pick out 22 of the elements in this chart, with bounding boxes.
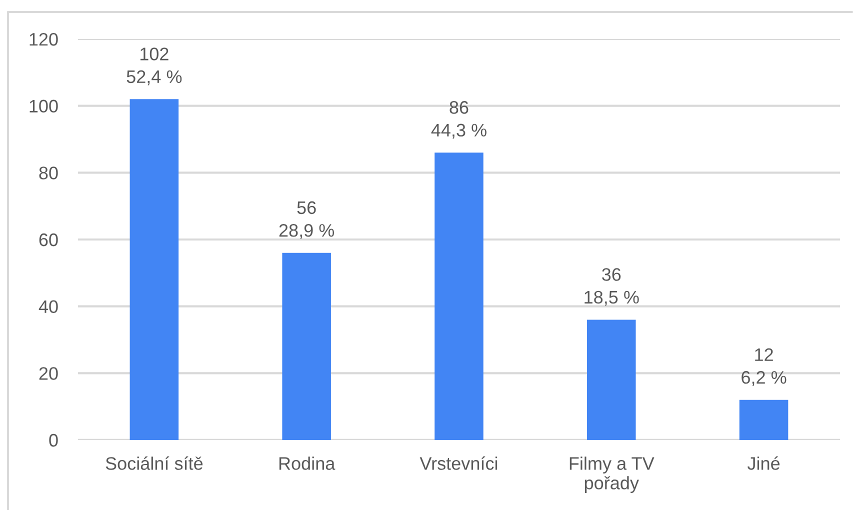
y-tick-label: 60 xyxy=(39,233,58,246)
bar xyxy=(587,320,636,440)
x-tick-label: Vrstevníci xyxy=(420,456,498,470)
x-tick-label: Jiné xyxy=(748,456,780,470)
data-label: 12 6,2 % xyxy=(742,348,786,386)
y-tick-label: 120 xyxy=(30,32,58,46)
y-tick-label: 80 xyxy=(39,166,58,180)
x-tick-label: Sociální sítě xyxy=(106,456,203,470)
y-tick-label: 0 xyxy=(49,434,58,447)
data-label: 56 28,9 % xyxy=(279,201,334,239)
x-tick-label: Rodina xyxy=(279,456,336,470)
bar xyxy=(739,400,788,440)
bar xyxy=(434,152,484,440)
data-label: 36 18,5 % xyxy=(584,268,639,306)
y-tick-label: 20 xyxy=(39,367,58,380)
x-tick-label: Filmy a TV pořady xyxy=(570,456,654,493)
y-tick-label: 40 xyxy=(38,300,58,314)
data-label: 102 52,4 % xyxy=(126,48,182,86)
data-label: 86 44,3 % xyxy=(431,101,486,139)
bar xyxy=(282,252,331,440)
y-tick-label: 100 xyxy=(30,100,58,113)
bar xyxy=(130,99,179,440)
